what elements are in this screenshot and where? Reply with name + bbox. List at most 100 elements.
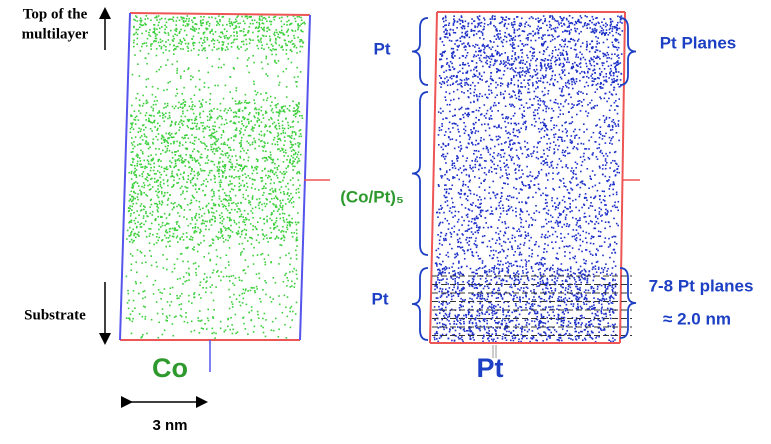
- atom: [494, 158, 496, 160]
- atom: [126, 238, 128, 240]
- atom: [288, 253, 290, 255]
- atom: [448, 179, 450, 181]
- atom: [585, 216, 587, 218]
- atom: [579, 73, 581, 75]
- atom: [246, 65, 248, 67]
- atom: [512, 335, 514, 337]
- atom: [192, 38, 194, 40]
- atom: [534, 313, 536, 315]
- atom: [194, 158, 196, 160]
- atom: [150, 48, 152, 50]
- atom: [263, 48, 265, 50]
- atom: [138, 293, 140, 295]
- atom: [147, 18, 149, 20]
- atom: [566, 245, 568, 247]
- atom: [568, 26, 570, 28]
- atom: [281, 30, 283, 32]
- atom: [138, 232, 140, 234]
- atom: [275, 49, 277, 51]
- atom: [607, 155, 609, 157]
- atom: [135, 281, 137, 283]
- atom: [504, 166, 506, 168]
- atom: [229, 23, 231, 25]
- atom: [566, 225, 568, 227]
- atom: [270, 24, 272, 26]
- atom: [559, 158, 561, 160]
- atom: [143, 129, 145, 131]
- atom: [277, 36, 279, 38]
- atom: [137, 199, 139, 201]
- atom: [193, 36, 195, 38]
- atom: [279, 128, 281, 130]
- atom: [241, 251, 243, 253]
- atom: [514, 54, 516, 56]
- atom: [161, 138, 163, 140]
- atom: [558, 217, 560, 219]
- atom: [245, 328, 247, 330]
- atom: [615, 71, 617, 73]
- atom: [494, 63, 496, 65]
- atom: [247, 186, 249, 188]
- atom: [454, 165, 456, 167]
- atom: [188, 47, 190, 49]
- atom: [141, 226, 143, 228]
- atom: [261, 122, 263, 124]
- atom: [215, 286, 217, 288]
- atom: [169, 305, 171, 307]
- atom: [461, 43, 463, 45]
- atom: [258, 26, 260, 28]
- atom: [205, 101, 207, 103]
- atom: [239, 178, 241, 180]
- atom: [156, 262, 158, 264]
- atom: [575, 70, 577, 72]
- atom: [208, 159, 210, 161]
- atom: [574, 24, 576, 26]
- atom: [606, 316, 608, 318]
- atom: [195, 268, 197, 270]
- atom: [288, 35, 290, 37]
- atom: [299, 51, 301, 53]
- atom: [294, 166, 296, 168]
- atom: [604, 286, 606, 288]
- atom: [247, 266, 249, 268]
- atom: [133, 141, 135, 143]
- atom: [173, 203, 175, 205]
- atom: [280, 181, 282, 183]
- atom: [508, 199, 510, 201]
- atom: [439, 263, 441, 265]
- atom: [154, 40, 156, 42]
- atom: [278, 123, 280, 125]
- atom: [520, 327, 522, 329]
- atom: [560, 77, 562, 79]
- atom: [140, 191, 142, 193]
- atom: [132, 74, 134, 76]
- atom: [148, 144, 150, 146]
- atom: [617, 16, 619, 18]
- atom: [287, 198, 289, 200]
- atom: [464, 84, 466, 86]
- atom: [187, 261, 189, 263]
- atom: [493, 305, 495, 307]
- atom: [547, 65, 549, 67]
- atom: [203, 136, 205, 138]
- atom: [183, 121, 185, 123]
- atom: [455, 330, 457, 332]
- atom: [145, 24, 147, 26]
- atom: [194, 148, 196, 150]
- atom: [240, 46, 242, 48]
- atom: [563, 182, 565, 184]
- atom: [561, 95, 563, 97]
- atom: [235, 100, 237, 102]
- atom: [275, 318, 277, 320]
- atom: [285, 152, 287, 154]
- atom: [162, 308, 164, 310]
- atom: [177, 150, 179, 152]
- atom: [165, 46, 167, 48]
- atom: [202, 170, 204, 172]
- atom: [475, 144, 477, 146]
- atom: [146, 15, 148, 17]
- atom: [176, 61, 178, 63]
- atom: [279, 111, 281, 113]
- atom: [441, 83, 443, 85]
- atom: [580, 156, 582, 158]
